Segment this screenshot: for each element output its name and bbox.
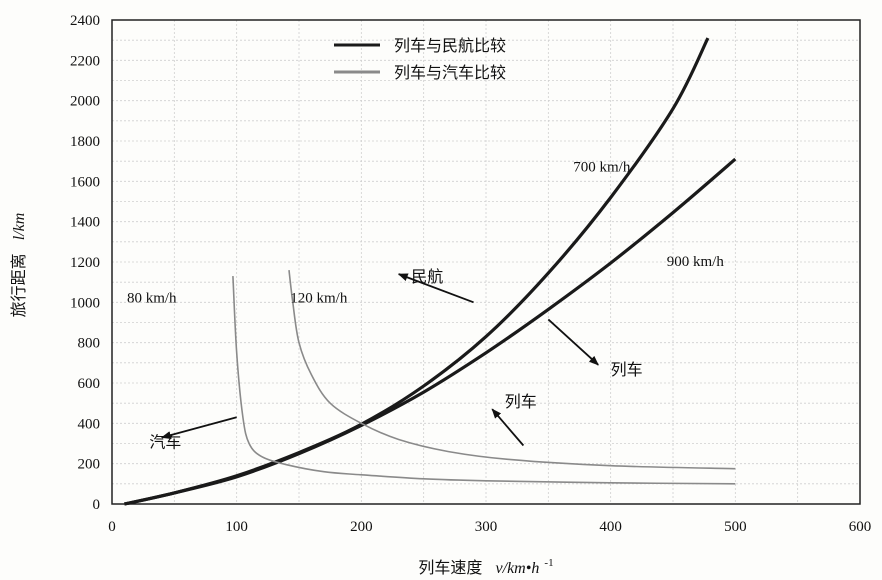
x-tick-label: 600: [849, 519, 872, 535]
annotation-label: 列车: [611, 360, 643, 379]
annotation-label: 民航: [411, 267, 443, 286]
y-tick-label: 200: [78, 457, 101, 473]
annotation-arrows: [160, 273, 599, 447]
y-tick-label: 2000: [70, 94, 100, 110]
annotation-label: 120 km/h: [290, 290, 348, 306]
annotation-label: 列车: [505, 392, 537, 411]
x-tick-label: 300: [475, 519, 498, 535]
annotation-arrow: [547, 318, 599, 366]
y-axis-title-text: 旅行距离: [9, 253, 28, 317]
y-tick-label: 600: [78, 376, 101, 392]
y-axis-unit: l/km: [11, 213, 28, 241]
y-tick-label: 400: [78, 416, 101, 432]
tick-labels: 0 100 200 300 400 500 600 0 200 400 600 800 1000 1200…: [70, 13, 871, 535]
y-tick-label: 2200: [70, 53, 100, 69]
svg-text:旅行距离 l/km: 旅行距离 l/km: [9, 213, 28, 318]
x-tick-label: 400: [599, 519, 622, 535]
y-tick-label: 2400: [70, 13, 100, 29]
x-axis-title-text: 列车速度: [418, 558, 482, 577]
x-axis-unit-exponent: -1: [544, 557, 553, 569]
legend-label-car: 列车与汽车比较: [394, 63, 506, 82]
y-tick-label: 1600: [70, 174, 100, 190]
annotation-arrow: [491, 408, 525, 447]
series-line-120-km-h: [288, 270, 736, 470]
y-tick-label: 0: [93, 497, 101, 513]
series-line-900-km-h: [124, 157, 737, 506]
x-axis-title: 列车速度 v/km•h -1: [418, 557, 553, 577]
legend-label-rail: 列车与民航比较: [394, 36, 506, 55]
x-tick-label: 100: [225, 519, 248, 535]
x-axis-unit: v/km•h: [496, 560, 540, 577]
y-tick-label: 1000: [70, 295, 100, 311]
y-axis-title: 旅行距离 l/km: [9, 213, 28, 318]
annotation-arrow: [397, 273, 474, 304]
annotation-label: 汽车: [149, 433, 181, 452]
y-tick-label: 800: [78, 336, 101, 352]
x-tick-label: 0: [108, 519, 116, 535]
series-line-80-km-h: [232, 276, 736, 485]
y-tick-label: 1400: [70, 215, 100, 231]
y-tick-label: 1200: [70, 255, 100, 271]
annotation-label: 80 km/h: [127, 290, 177, 306]
legend: 列车与民航比较 列车与汽车比较: [334, 36, 506, 82]
x-tick-label: 500: [724, 519, 747, 535]
series-lines: [124, 37, 737, 506]
y-tick-label: 1800: [70, 134, 100, 150]
plot-frame: [111, 19, 861, 505]
annotation-label: 900 km/h: [667, 254, 725, 270]
annotation-arrow: [160, 416, 237, 439]
annotation-label: 700 km/h: [573, 159, 631, 175]
x-tick-label: 200: [350, 519, 373, 535]
